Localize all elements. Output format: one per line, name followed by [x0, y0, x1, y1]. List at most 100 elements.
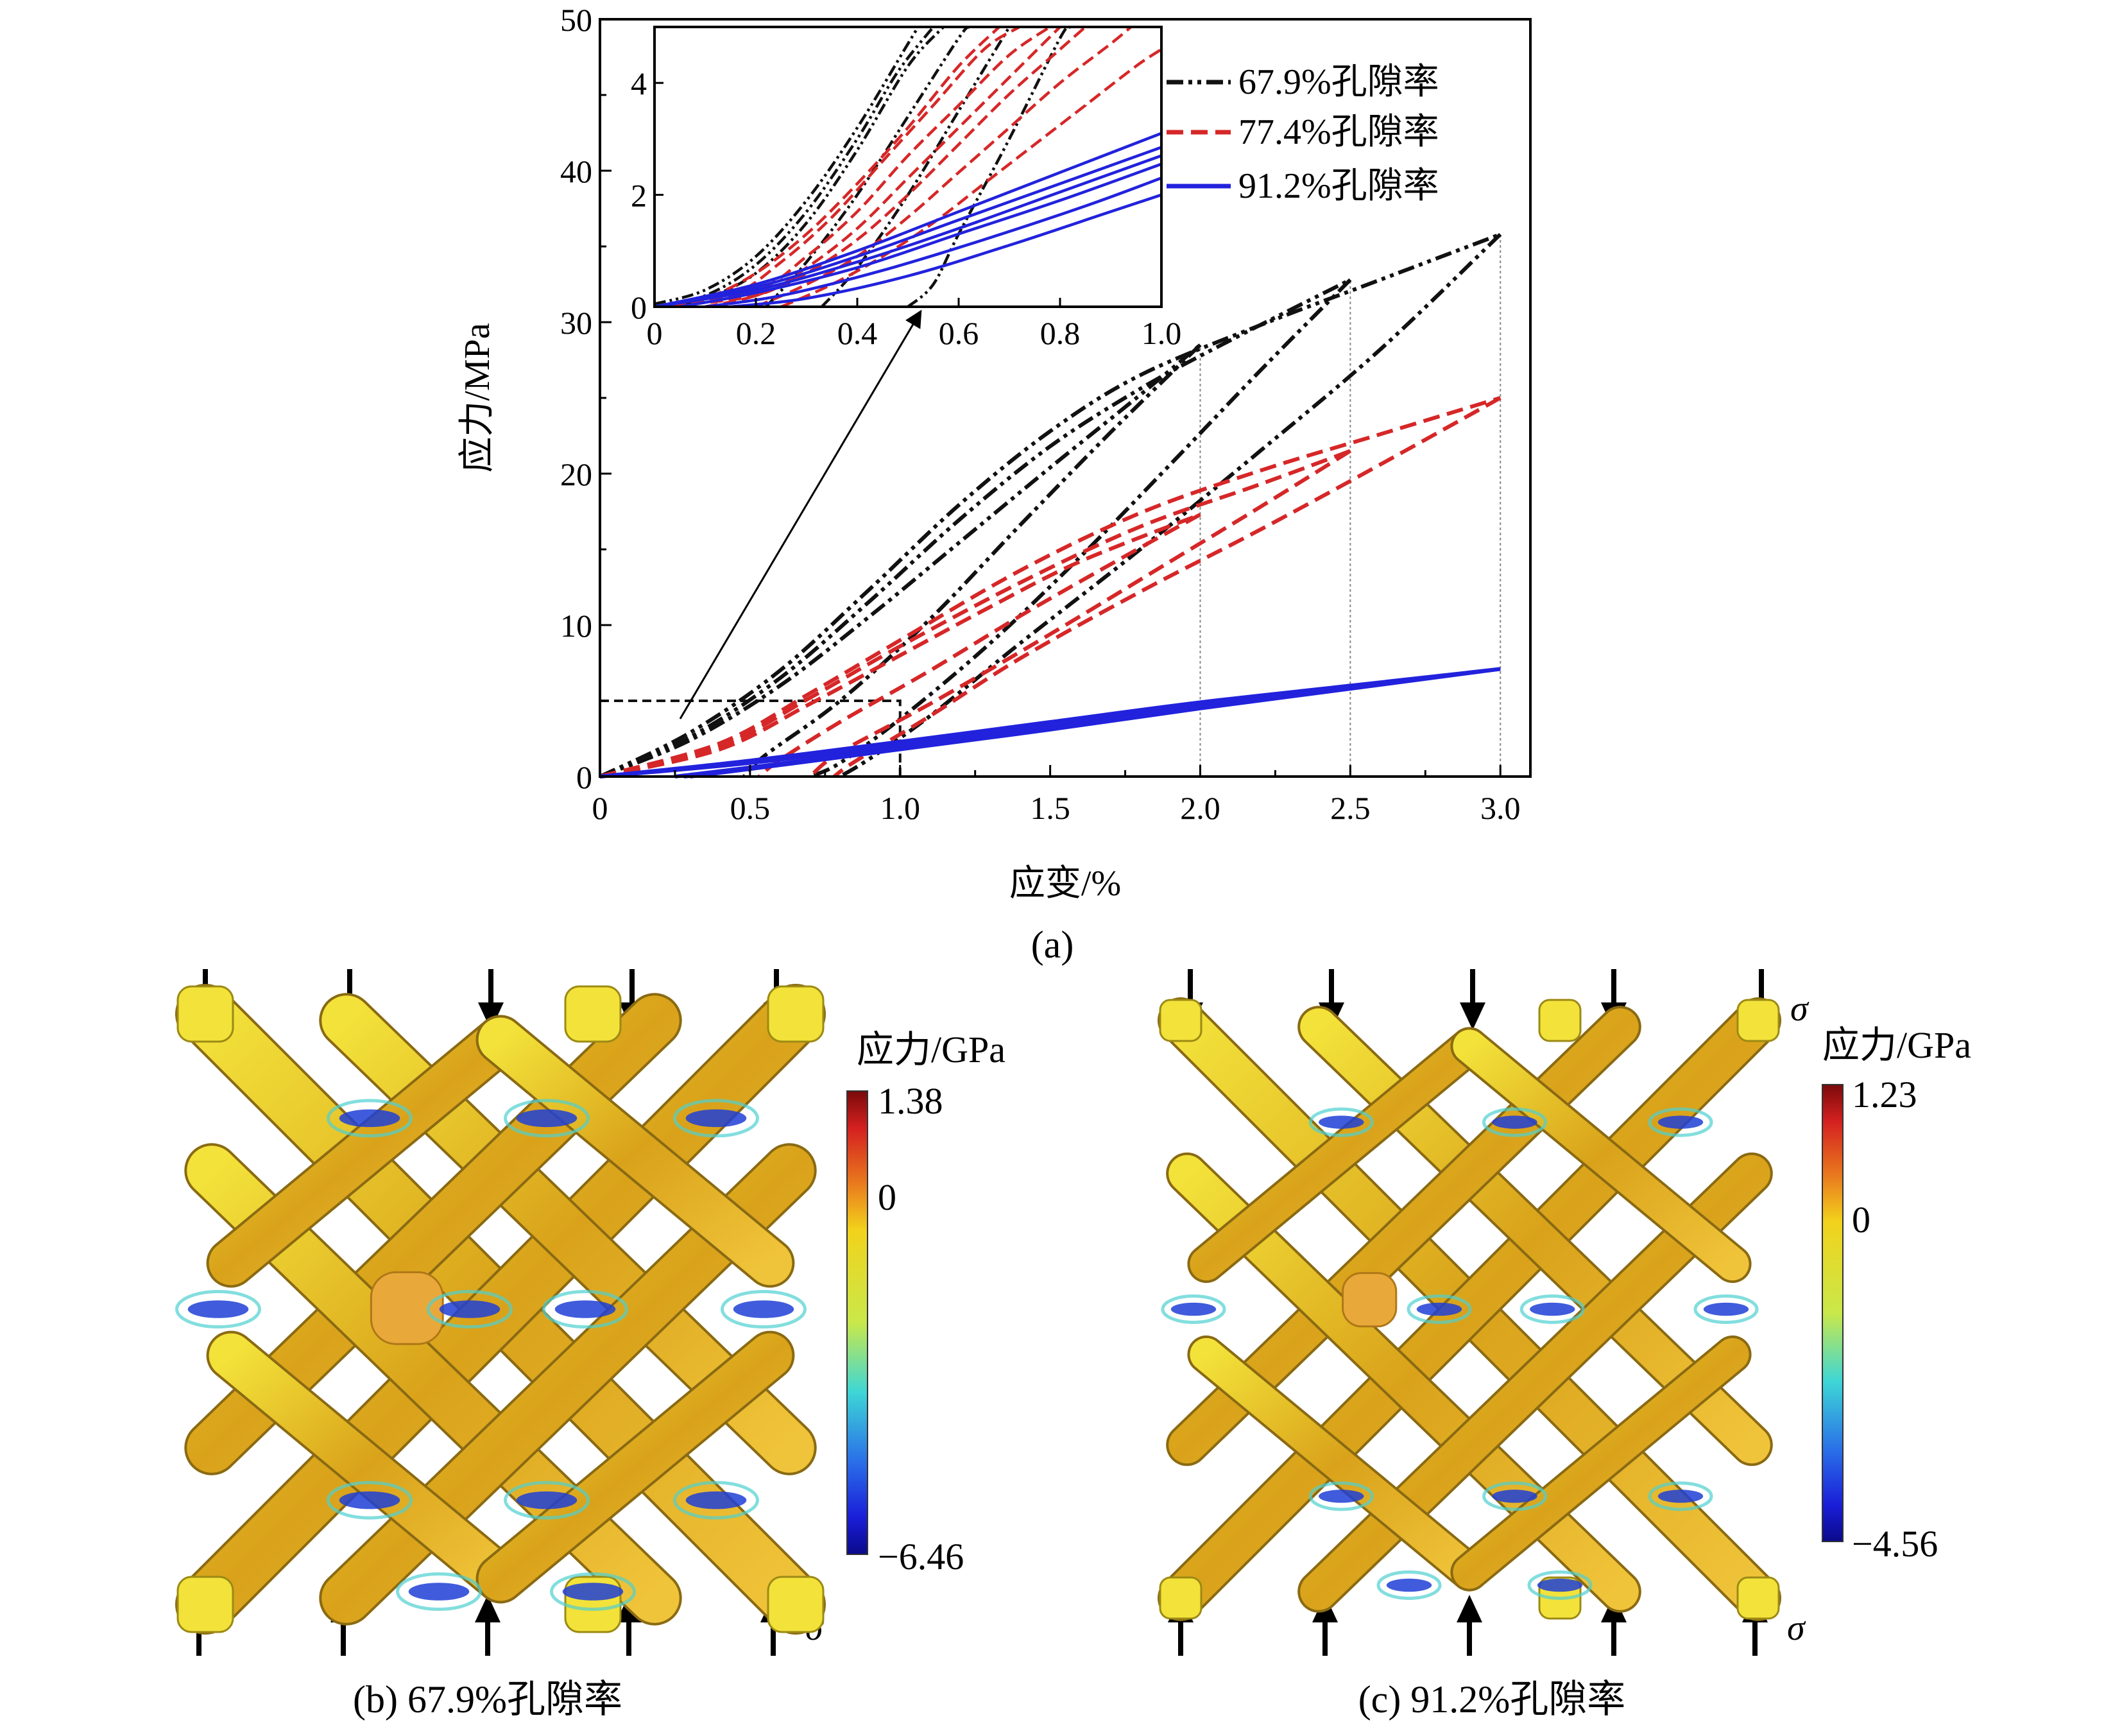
stress-concentration-node	[408, 1583, 470, 1601]
stress-transition-halo	[504, 1099, 590, 1138]
legend-label-91-2: 91.2%孔隙率	[1238, 166, 1439, 206]
strut-surface	[1453, 1337, 1749, 1589]
inset-series-67-9-curve-4	[765, 27, 970, 307]
x-tick-label: 3.0	[1480, 790, 1521, 826]
strut-surface	[478, 1017, 792, 1285]
load-arrows-bottom	[1168, 1595, 1768, 1656]
arrow-down-icon	[1460, 969, 1485, 1030]
panel-c-caption: (c) 91.2%孔隙率	[1358, 1678, 1626, 1721]
inset-y-tick-label: 4	[631, 65, 647, 101]
stress-transition-halo	[327, 1481, 413, 1520]
stress-transition-halo	[175, 1289, 261, 1329]
colorbar-title: 应力/GPa	[1822, 1024, 1971, 1066]
stress-concentration-node	[1657, 1490, 1704, 1503]
series-67-9-cycle-3-load	[599, 232, 1502, 778]
stress-transition-halo	[1527, 1570, 1593, 1600]
strut-end-cap	[767, 1576, 825, 1633]
stress-concentration-node	[1492, 1115, 1537, 1129]
stress-transition-halo	[1308, 1481, 1374, 1511]
strut-end-cap	[1736, 999, 1780, 1042]
lattice-structure	[175, 984, 826, 1635]
y-tick-label: 40	[560, 153, 592, 189]
stress-concentration-node	[685, 1109, 747, 1128]
inset-chart: 0 0.2 0.4 0.6 0.8 1.0 0 2 4	[631, 26, 1181, 351]
series-67-9-cycle-2-unload	[809, 278, 1352, 778]
y-tick-label: 10	[560, 608, 592, 644]
strut-surface	[209, 1017, 523, 1285]
stress-transition-halo	[1407, 1294, 1472, 1324]
strut-end-cap	[564, 985, 622, 1043]
stress-transition-halo	[550, 1572, 636, 1611]
panel-a-caption: (a)	[1031, 924, 1074, 966]
lattice-panel-67-9: σ σ 应力/GPa 1.38 0 −6.46 (b) 67.9%孔隙率	[175, 969, 1005, 1721]
x-tick-label: 2.0	[1180, 790, 1220, 826]
arrow-up-icon	[475, 1595, 501, 1656]
stress-concentration-node	[516, 1491, 578, 1509]
inset-series-67-9-curve-6	[907, 27, 1072, 307]
inset-series-77-4-curve-6	[755, 27, 1133, 307]
stress-transition-halo	[1482, 1481, 1547, 1511]
stress-concentration-node	[1657, 1115, 1704, 1129]
inset-series-67-9-curve-5	[821, 27, 1011, 307]
series-77-4-cycle-2-unload	[809, 449, 1351, 778]
strut-surface	[1190, 1337, 1486, 1589]
series-77-4-cycle-2-load	[599, 449, 1351, 778]
inset-curves	[655, 27, 1161, 307]
legend: 67.9%孔隙率 77.4%孔隙率 91.2%孔隙率	[1167, 62, 1439, 206]
y-tick-label: 20	[560, 456, 592, 492]
inset-x-tick-label: 0.4	[837, 315, 878, 351]
x-axis-title: 应变/%	[1009, 864, 1121, 904]
sigma-label-top: σ	[1790, 989, 1810, 1029]
stress-concentration-node	[1319, 1490, 1364, 1503]
inset-x-tick-label: 1.0	[1142, 315, 1182, 351]
x-tick-label: 2.5	[1330, 790, 1371, 826]
inset-series-77-4-curve-7	[780, 48, 1161, 307]
colorbar-title: 应力/GPa	[857, 1029, 1005, 1070]
x-axis-ticks: 0 0.5 1.0 1.5 2.0 2.5 3.0	[592, 765, 1521, 826]
stress-transition-halo	[673, 1099, 759, 1138]
lattice-panel-91-2: σ σ 应力/GPa 1.23 0 −4.56 (c) 91.2%孔隙率	[1158, 969, 1971, 1721]
x-tick-label: 0	[592, 790, 608, 826]
colorbar	[846, 1090, 868, 1555]
colorbar	[1822, 1084, 1844, 1542]
inset-y-tick-label: 2	[631, 178, 647, 214]
strut-end-cap	[767, 985, 825, 1043]
series-67-9-cycle-1-unload	[742, 343, 1202, 778]
inset-y-tick-label: 0	[631, 289, 647, 325]
colorbar-min-label: −4.56	[1852, 1523, 1938, 1565]
sigma-label-bottom: σ	[1787, 1608, 1806, 1648]
y-tick-label: 30	[560, 305, 592, 341]
series-77-4-cycle-3-unload	[833, 396, 1502, 778]
series-91-2-cycle-3-load	[599, 667, 1501, 778]
strut-surface	[209, 1333, 523, 1601]
inset-series-67-9-curve-1	[655, 27, 920, 305]
stress-transition-halo	[1648, 1481, 1713, 1511]
inset-x-tick-label: 0.2	[736, 315, 776, 351]
strut-end-cap	[176, 1576, 234, 1633]
legend-label-77-4: 77.4%孔隙率	[1238, 112, 1439, 152]
zoom-pointer-arrow	[679, 309, 922, 719]
inset-series-91-2-curve-6	[730, 193, 1161, 307]
stress-concentration-node	[1416, 1302, 1462, 1316]
arrow-up-icon	[1457, 1595, 1482, 1656]
x-tick-label: 1.5	[1030, 790, 1070, 826]
inset-background	[655, 27, 1161, 307]
load-arrows-top	[1177, 969, 1774, 1030]
load-arrows-bottom	[186, 1595, 786, 1656]
stress-transition-halo	[396, 1572, 482, 1611]
colorbar-max-label: 1.23	[1852, 1074, 1917, 1115]
strut-end-cap	[1159, 999, 1202, 1042]
stress-concentration-node	[733, 1300, 794, 1318]
center-node	[1342, 1272, 1398, 1328]
stress-concentration-node	[1492, 1490, 1537, 1503]
y-axis-title: 应力/MPa	[458, 323, 497, 472]
series-67-9-cycle-1-load	[599, 343, 1202, 778]
stress-concentration-node	[339, 1491, 400, 1509]
inset-series-91-2-curve-1	[655, 132, 1161, 307]
stress-concentration-node	[562, 1583, 624, 1601]
center-node	[370, 1271, 444, 1345]
stress-transition-halo	[1161, 1294, 1226, 1324]
stress-transition-halo	[1648, 1107, 1713, 1137]
